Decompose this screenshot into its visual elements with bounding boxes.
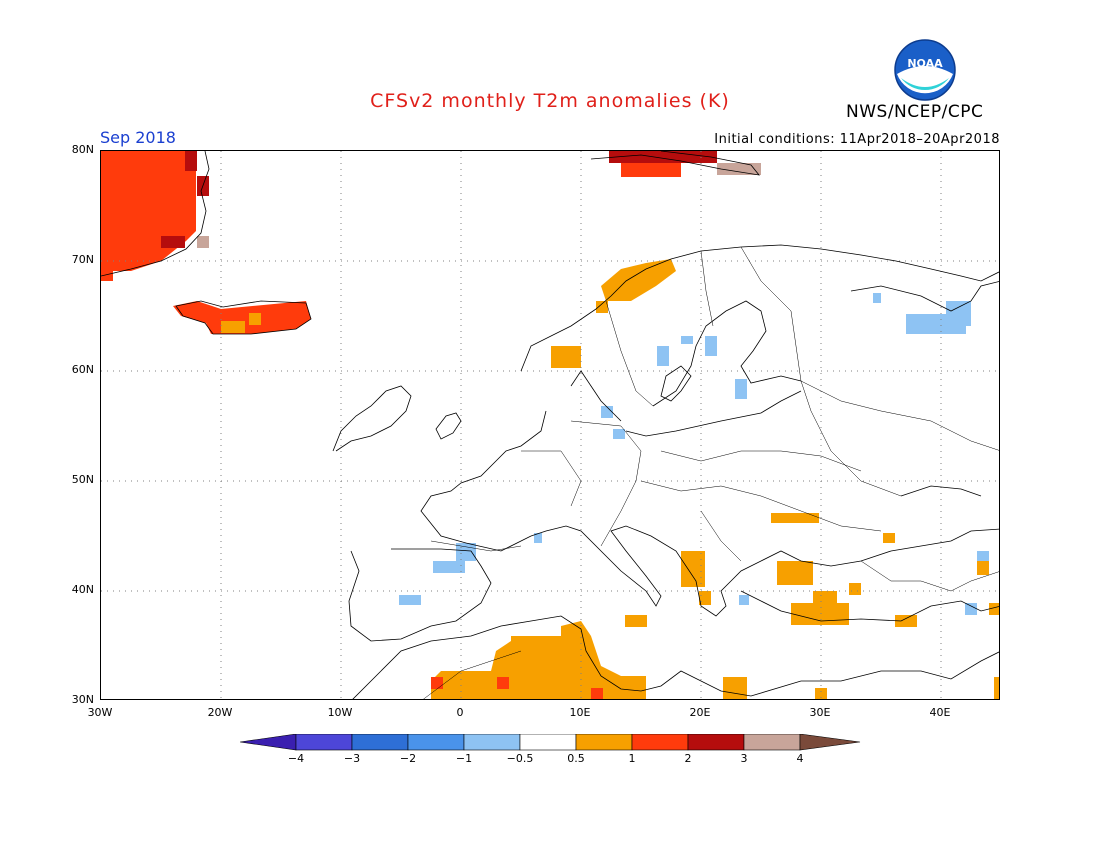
colorbar-tick: −0.5 xyxy=(506,752,534,765)
colorbar-tick: −1 xyxy=(455,752,473,765)
colorbar-swatch-2-3 xyxy=(687,734,745,751)
lon-label-0: 0 xyxy=(456,706,464,719)
colorbar-swatch-2-1 xyxy=(407,734,465,751)
colorbar-tick: 0.5 xyxy=(567,752,585,765)
initial-conditions: Initial conditions: 11Apr2018–20Apr2018 xyxy=(714,132,1000,147)
colorbar-tick: −2 xyxy=(399,752,417,765)
lon-label-20e: 20E xyxy=(689,706,711,719)
lon-label-10e: 10E xyxy=(569,706,591,719)
borders xyxy=(423,246,999,699)
colorbar-tick: −4 xyxy=(287,752,305,765)
noaa-logo: NOAA xyxy=(894,39,956,101)
coastlines xyxy=(101,151,999,699)
lat-label-50n: 50N xyxy=(71,473,94,486)
map-canvas xyxy=(101,151,999,699)
agency-label: NWS/NCEP/CPC xyxy=(846,102,984,122)
colorbar-swatch-4-3 xyxy=(295,734,353,751)
colorbar-swatch-3-4 xyxy=(743,734,801,751)
lon-label-30w: 30W xyxy=(87,706,113,719)
colorbar xyxy=(240,734,861,751)
lat-label-60n: 60N xyxy=(71,363,94,376)
colorbar-swatch-1-05 xyxy=(463,734,521,751)
month-label: Sep 2018 xyxy=(100,128,176,147)
colorbar-swatch-gt-4 xyxy=(799,734,861,751)
colorbar-tick: 3 xyxy=(740,752,748,765)
lat-label-30n: 30N xyxy=(71,693,94,706)
anomaly-map xyxy=(100,150,1000,700)
lon-label-10w: 10W xyxy=(327,706,353,719)
lon-label-40e: 40E xyxy=(929,706,951,719)
colorbar-swatch-1-2 xyxy=(631,734,689,751)
colorbar-tick: 4 xyxy=(796,752,804,765)
colorbar-swatch-neutral xyxy=(519,734,577,751)
lon-label-30e: 30E xyxy=(809,706,831,719)
logo-text: NOAA xyxy=(907,57,943,70)
colorbar-tick: 1 xyxy=(628,752,636,765)
anomaly-fill xyxy=(101,151,999,699)
graticule xyxy=(101,151,999,699)
lat-label-80n: 80N xyxy=(71,143,94,156)
lon-label-20w: 20W xyxy=(207,706,233,719)
lat-label-70n: 70N xyxy=(71,253,94,266)
colorbar-swatch-lt-4 xyxy=(240,734,297,751)
map-title: CFSv2 monthly T2m anomalies (K) xyxy=(370,90,730,112)
colorbar-swatch-05-1 xyxy=(575,734,633,751)
colorbar-tick: −3 xyxy=(343,752,361,765)
colorbar-swatch-3-2 xyxy=(351,734,409,751)
lat-label-40n: 40N xyxy=(71,583,94,596)
colorbar-tick: 2 xyxy=(684,752,692,765)
